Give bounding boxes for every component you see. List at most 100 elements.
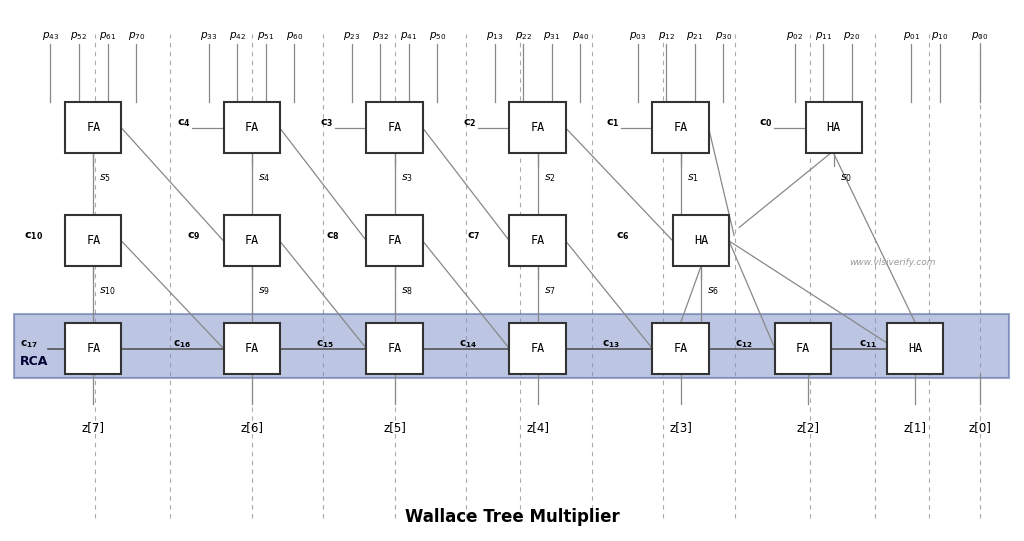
Text: FA: FA bbox=[387, 121, 401, 134]
Text: $p_{40}$: $p_{40}$ bbox=[571, 30, 589, 42]
FancyBboxPatch shape bbox=[806, 102, 862, 154]
FancyBboxPatch shape bbox=[510, 215, 565, 267]
Text: z[3]: z[3] bbox=[669, 421, 692, 434]
Text: FA: FA bbox=[796, 342, 810, 355]
Text: FA: FA bbox=[674, 342, 688, 355]
FancyBboxPatch shape bbox=[223, 215, 280, 267]
Text: $p_{22}$: $p_{22}$ bbox=[515, 30, 531, 42]
FancyBboxPatch shape bbox=[888, 323, 943, 374]
Text: $s_{0}$: $s_{0}$ bbox=[840, 172, 852, 184]
Text: $\mathbf{c_{1}}$: $\mathbf{c_{1}}$ bbox=[605, 117, 620, 129]
Text: $\mathbf{c_{7}}$: $\mathbf{c_{7}}$ bbox=[467, 230, 480, 242]
Text: $s_{9}$: $s_{9}$ bbox=[258, 285, 270, 297]
Text: $\mathbf{c_{3}}$: $\mathbf{c_{3}}$ bbox=[319, 117, 333, 129]
Text: $p_{30}$: $p_{30}$ bbox=[715, 30, 732, 42]
Text: z[2]: z[2] bbox=[797, 421, 819, 434]
Text: z[7]: z[7] bbox=[82, 421, 104, 434]
Text: FA: FA bbox=[530, 342, 545, 355]
Text: $\mathbf{c_{4}}$: $\mathbf{c_{4}}$ bbox=[176, 117, 190, 129]
Text: FA: FA bbox=[245, 342, 259, 355]
Text: $p_{03}$: $p_{03}$ bbox=[629, 30, 646, 42]
Text: $s_{3}$: $s_{3}$ bbox=[400, 172, 413, 184]
Text: $p_{11}$: $p_{11}$ bbox=[815, 30, 833, 42]
FancyBboxPatch shape bbox=[652, 102, 709, 154]
Text: $s_{5}$: $s_{5}$ bbox=[99, 172, 112, 184]
Text: FA: FA bbox=[86, 342, 100, 355]
FancyBboxPatch shape bbox=[367, 323, 423, 374]
Text: $s_{4}$: $s_{4}$ bbox=[258, 172, 270, 184]
Text: $p_{41}$: $p_{41}$ bbox=[400, 30, 418, 42]
Text: $s_{8}$: $s_{8}$ bbox=[400, 285, 413, 297]
Text: HA: HA bbox=[908, 342, 923, 355]
Text: $\mathbf{c_{15}}$: $\mathbf{c_{15}}$ bbox=[316, 338, 334, 350]
Text: $p_{00}$: $p_{00}$ bbox=[971, 30, 988, 42]
Text: $p_{33}$: $p_{33}$ bbox=[200, 30, 217, 42]
FancyBboxPatch shape bbox=[13, 314, 1010, 378]
Text: www.vlsiverify.com: www.vlsiverify.com bbox=[849, 258, 936, 267]
Text: $p_{13}$: $p_{13}$ bbox=[486, 30, 503, 42]
Text: $\mathbf{c_{17}}$: $\mathbf{c_{17}}$ bbox=[19, 338, 38, 350]
Text: FA: FA bbox=[86, 121, 100, 134]
Text: $\mathbf{c_{6}}$: $\mathbf{c_{6}}$ bbox=[616, 230, 630, 242]
Text: FA: FA bbox=[387, 342, 401, 355]
Text: $p_{12}$: $p_{12}$ bbox=[657, 30, 675, 42]
Text: $s_{10}$: $s_{10}$ bbox=[99, 285, 117, 297]
FancyBboxPatch shape bbox=[66, 323, 122, 374]
Text: $p_{52}$: $p_{52}$ bbox=[71, 30, 87, 42]
Text: $p_{70}$: $p_{70}$ bbox=[128, 30, 144, 42]
Text: $p_{50}$: $p_{50}$ bbox=[429, 30, 446, 42]
Text: $\mathbf{c_{12}}$: $\mathbf{c_{12}}$ bbox=[734, 338, 753, 350]
Text: $\mathbf{c_{9}}$: $\mathbf{c_{9}}$ bbox=[187, 230, 201, 242]
Text: $s_{6}$: $s_{6}$ bbox=[707, 285, 719, 297]
FancyBboxPatch shape bbox=[223, 323, 280, 374]
FancyBboxPatch shape bbox=[223, 102, 280, 154]
Text: HA: HA bbox=[694, 234, 708, 247]
FancyBboxPatch shape bbox=[673, 215, 729, 267]
Text: $p_{10}$: $p_{10}$ bbox=[931, 30, 948, 42]
Text: $\mathbf{c_{2}}$: $\mathbf{c_{2}}$ bbox=[463, 117, 476, 129]
Text: FA: FA bbox=[530, 234, 545, 247]
Text: z[1]: z[1] bbox=[904, 421, 927, 434]
Text: $p_{42}$: $p_{42}$ bbox=[228, 30, 246, 42]
Text: $p_{51}$: $p_{51}$ bbox=[257, 30, 274, 42]
FancyBboxPatch shape bbox=[510, 323, 565, 374]
Text: $p_{61}$: $p_{61}$ bbox=[99, 30, 116, 42]
Text: $s_{1}$: $s_{1}$ bbox=[687, 172, 698, 184]
Text: $p_{32}$: $p_{32}$ bbox=[372, 30, 389, 42]
Text: Wallace Tree Multiplier: Wallace Tree Multiplier bbox=[404, 508, 620, 526]
Text: FA: FA bbox=[245, 121, 259, 134]
Text: FA: FA bbox=[86, 234, 100, 247]
Text: $s_{7}$: $s_{7}$ bbox=[544, 285, 556, 297]
FancyBboxPatch shape bbox=[66, 102, 122, 154]
FancyBboxPatch shape bbox=[510, 102, 565, 154]
Text: RCA: RCA bbox=[19, 355, 48, 368]
Text: $\mathbf{c_{0}}$: $\mathbf{c_{0}}$ bbox=[759, 117, 772, 129]
Text: $p_{20}$: $p_{20}$ bbox=[844, 30, 861, 42]
Text: $\mathbf{c_{16}}$: $\mathbf{c_{16}}$ bbox=[173, 338, 190, 350]
Text: $\mathbf{c_{14}}$: $\mathbf{c_{14}}$ bbox=[459, 338, 477, 350]
Text: $s_{2}$: $s_{2}$ bbox=[544, 172, 556, 184]
Text: $\mathbf{c_{13}}$: $\mathbf{c_{13}}$ bbox=[602, 338, 620, 350]
Text: $\mathbf{c_{11}}$: $\mathbf{c_{11}}$ bbox=[859, 338, 877, 350]
Text: z[5]: z[5] bbox=[383, 421, 406, 434]
Text: FA: FA bbox=[245, 234, 259, 247]
Text: $\mathbf{c_{8}}$: $\mathbf{c_{8}}$ bbox=[326, 230, 340, 242]
Text: $p_{31}$: $p_{31}$ bbox=[543, 30, 560, 42]
Text: $p_{21}$: $p_{21}$ bbox=[686, 30, 703, 42]
Text: $p_{43}$: $p_{43}$ bbox=[42, 30, 59, 42]
Text: z[6]: z[6] bbox=[240, 421, 263, 434]
Text: $p_{60}$: $p_{60}$ bbox=[286, 30, 303, 42]
Text: $p_{01}$: $p_{01}$ bbox=[903, 30, 920, 42]
FancyBboxPatch shape bbox=[66, 215, 122, 267]
Text: $p_{23}$: $p_{23}$ bbox=[343, 30, 360, 42]
Text: HA: HA bbox=[826, 121, 841, 134]
Text: $\mathbf{c_{10}}$: $\mathbf{c_{10}}$ bbox=[24, 230, 43, 242]
Text: $p_{02}$: $p_{02}$ bbox=[786, 30, 804, 42]
Text: z[0]: z[0] bbox=[969, 421, 991, 434]
FancyBboxPatch shape bbox=[367, 215, 423, 267]
Text: FA: FA bbox=[530, 121, 545, 134]
Text: FA: FA bbox=[387, 234, 401, 247]
Text: FA: FA bbox=[674, 121, 688, 134]
Text: z[4]: z[4] bbox=[526, 421, 549, 434]
FancyBboxPatch shape bbox=[775, 323, 831, 374]
